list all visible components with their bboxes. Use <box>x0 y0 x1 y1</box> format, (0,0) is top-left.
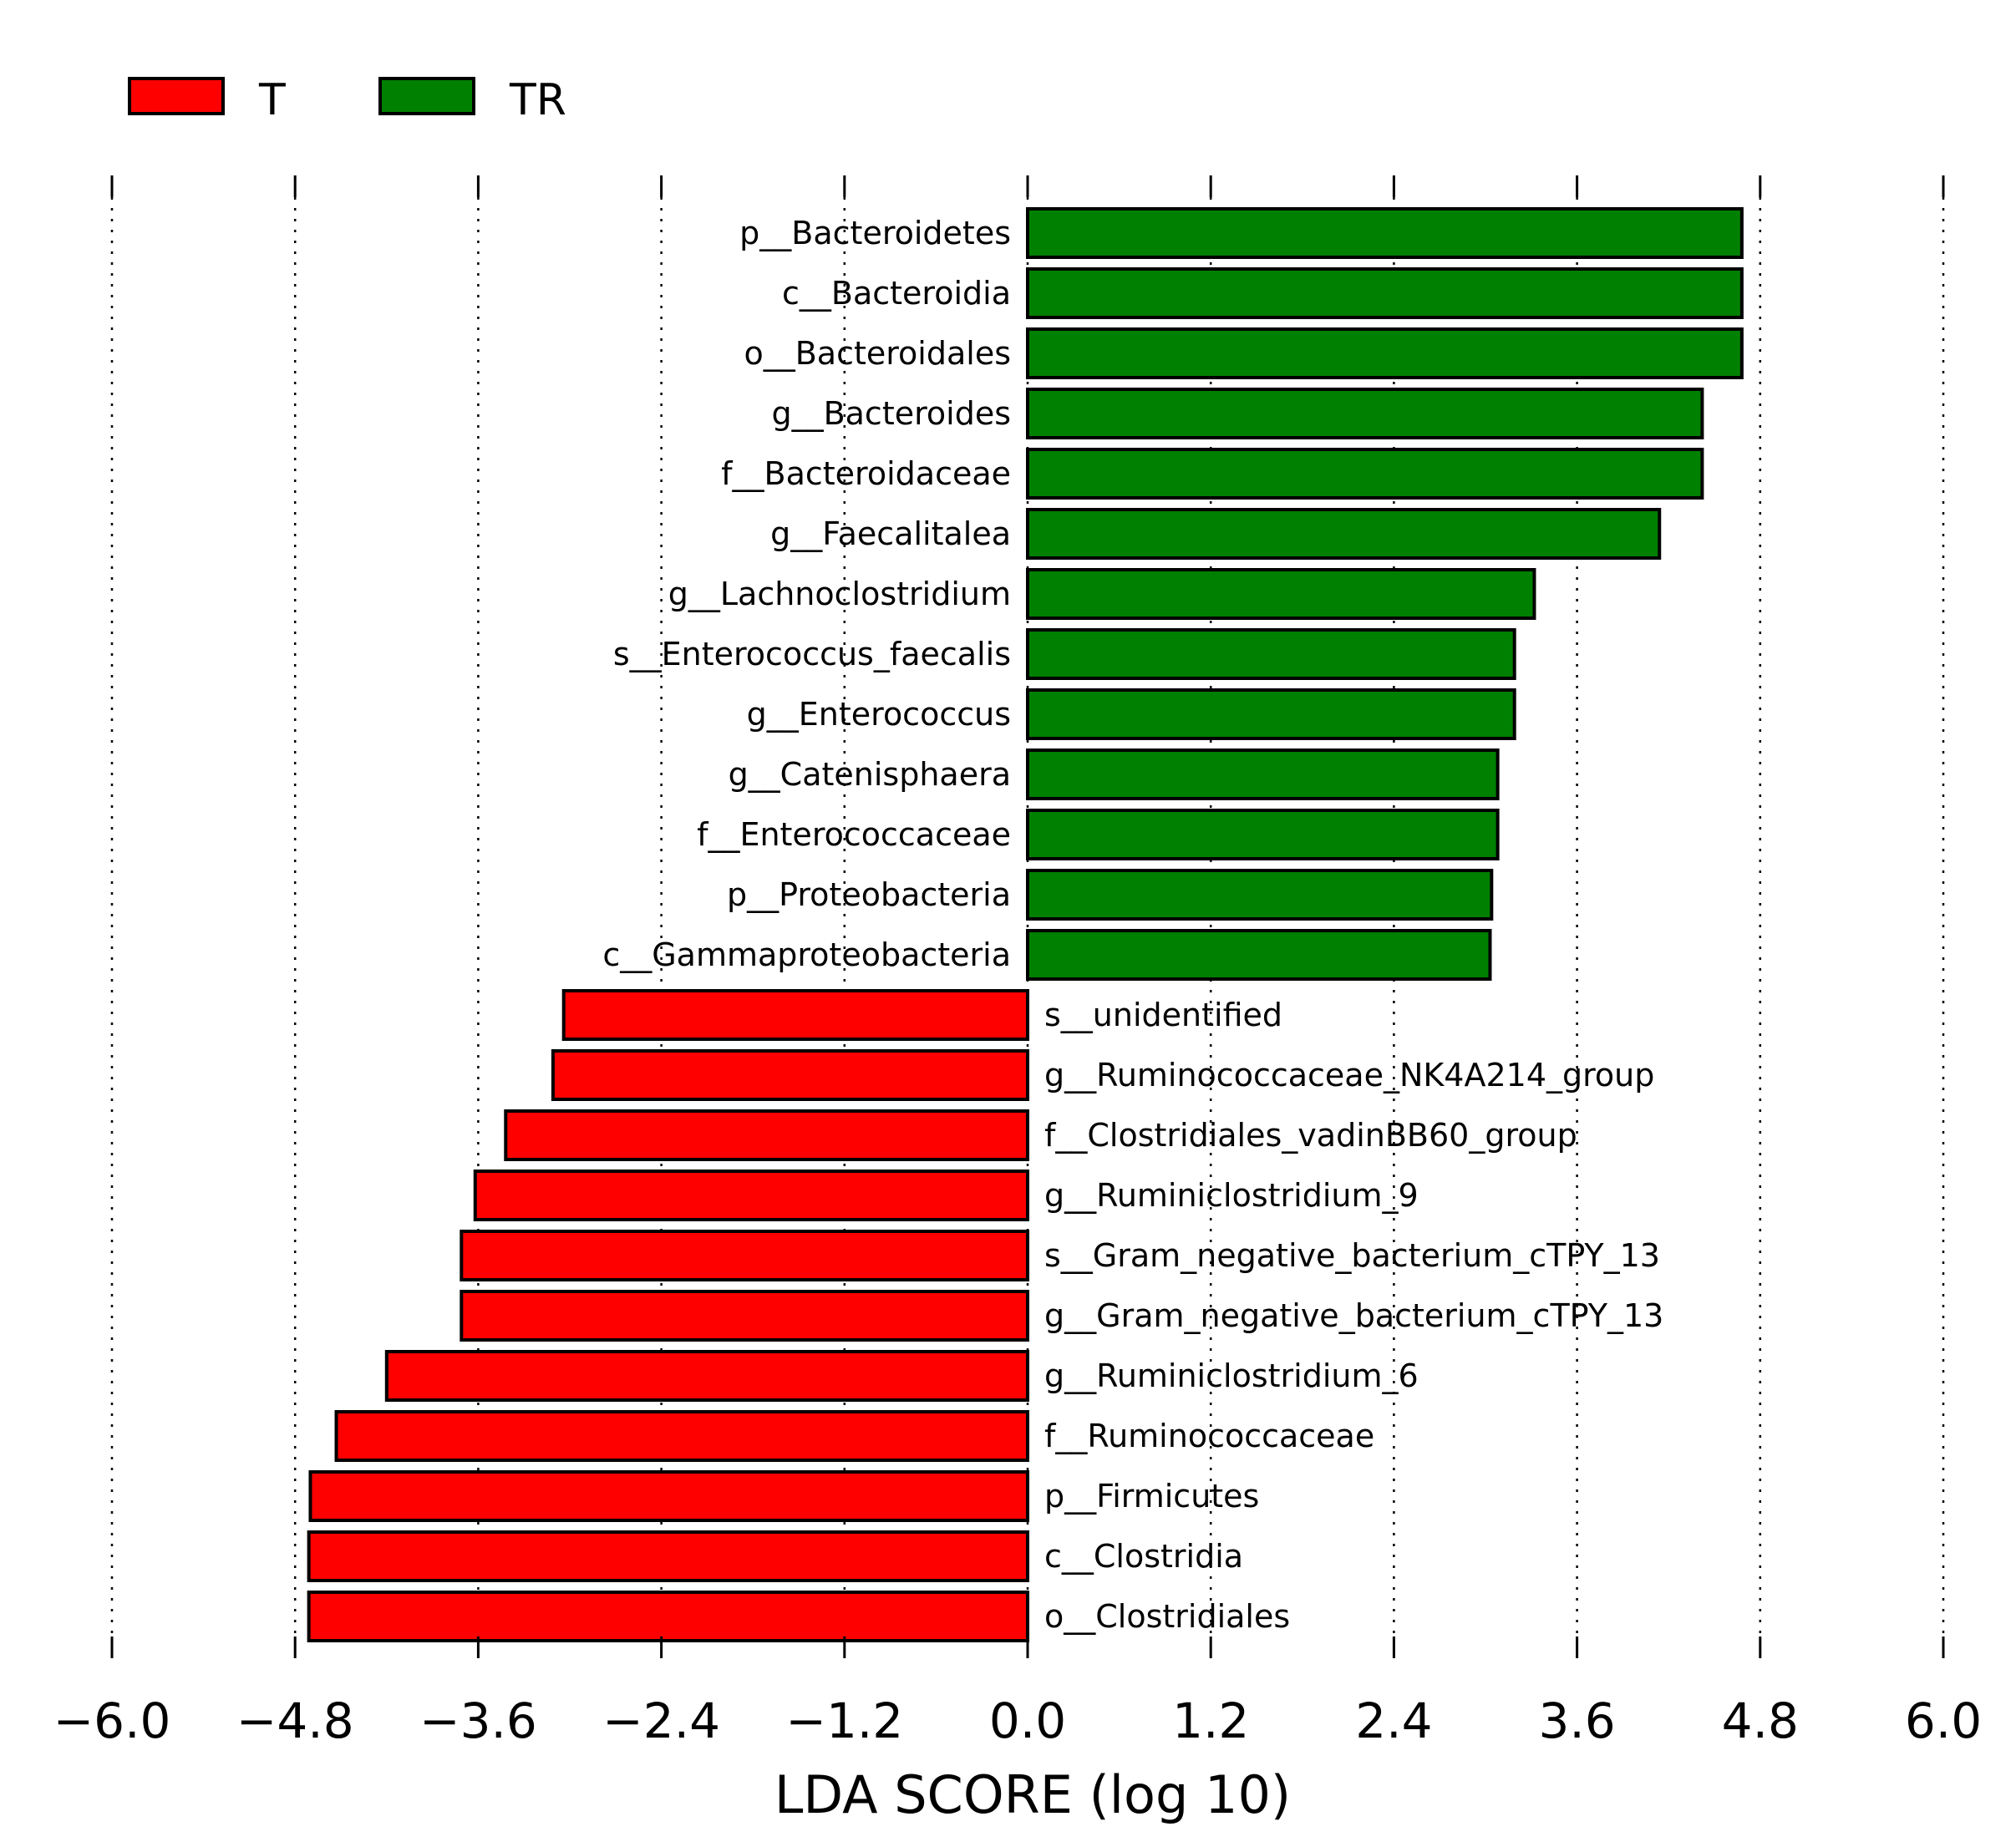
x-tick-label: 4.8 <box>1722 1692 1799 1749</box>
bars <box>307 207 1744 1642</box>
x-tick-label: 1.2 <box>1172 1692 1249 1749</box>
bar-tr <box>1026 388 1704 439</box>
bar-labels: p__Bacteroidetes c__Bacteroidia o__Bactero… <box>602 215 1663 1635</box>
bar-label: f__Bacteroidaceae <box>721 455 1011 492</box>
bar-label: g__Ruminiclostridium_6 <box>1044 1357 1419 1394</box>
x-tick-label: 3.6 <box>1538 1692 1615 1749</box>
bar-tr <box>1026 448 1704 500</box>
x-axis-ticks: −6.0 −4.8 −3.6 −2.4 −1.2 0.0 1.2 2.4 3.6 4.8 6.0 <box>53 175 1982 1749</box>
bar-tr <box>1026 748 1500 800</box>
bar-label: g__Enterococcus <box>747 696 1011 733</box>
bar-t <box>307 1591 1029 1642</box>
bar-tr <box>1026 628 1516 680</box>
bar-tr <box>1026 929 1492 981</box>
bar-tr <box>1026 207 1744 259</box>
x-axis-title: LDA SCORE (log 10) <box>774 1764 1291 1825</box>
legend: T TR <box>128 75 566 125</box>
legend-swatch-tr <box>378 77 475 115</box>
bar-label: p__Firmicutes <box>1044 1478 1259 1515</box>
x-tick-label: −2.4 <box>602 1692 720 1749</box>
bar-tr <box>1026 809 1500 860</box>
bar-tr <box>1026 327 1744 379</box>
bar-label: g__Catenisphaera <box>729 756 1011 793</box>
bar-t <box>473 1170 1029 1221</box>
x-tick-label: −1.2 <box>785 1692 903 1749</box>
bar-label: s__Gram_negative_bacterium_cTPY_13 <box>1044 1237 1660 1274</box>
bar-label: c__Clostridia <box>1044 1538 1243 1575</box>
bar-tr <box>1026 267 1744 319</box>
bar-label: c__Bacteroidia <box>782 275 1011 312</box>
bar-tr <box>1026 869 1494 921</box>
bar-t <box>504 1109 1029 1161</box>
bar-label: g__Bacteroides <box>771 395 1011 432</box>
bar-t <box>308 1470 1029 1522</box>
x-tick-label: 2.4 <box>1355 1692 1432 1749</box>
bar-label: c__Gammaproteobacteria <box>602 936 1011 973</box>
x-tick-label: −4.8 <box>236 1692 354 1749</box>
bar-t <box>460 1230 1029 1281</box>
bar-t <box>460 1290 1029 1342</box>
x-tick-label: −6.0 <box>53 1692 171 1749</box>
legend-swatch-t <box>128 77 225 115</box>
bar-label: g__Faecalitalea <box>770 515 1011 552</box>
bar-label: f__Enterococcaceae <box>697 816 1011 853</box>
bar-t <box>334 1410 1029 1462</box>
x-tick-label: 6.0 <box>1905 1692 1982 1749</box>
bar-label: p__Proteobacteria <box>727 876 1011 913</box>
bar-t <box>384 1350 1029 1402</box>
bar-label: s__unidentified <box>1044 997 1282 1033</box>
bar-label: g__Gram_negative_bacterium_cTPY_13 <box>1044 1297 1663 1334</box>
x-tick-label: −3.6 <box>419 1692 537 1749</box>
legend-label-tr: TR <box>509 75 566 125</box>
bar-tr <box>1026 688 1516 740</box>
bar-label: g__Ruminiclostridium_9 <box>1044 1177 1419 1214</box>
bar-t <box>561 989 1029 1041</box>
x-tick-label: 0.0 <box>989 1692 1066 1749</box>
bar-t <box>307 1530 1029 1582</box>
bar-label: g__Ruminococcaceae_NK4A214_group <box>1044 1057 1654 1093</box>
bar-label: p__Bacteroidetes <box>739 215 1011 251</box>
legend-label-t: T <box>258 75 286 125</box>
bar-label: o__Clostridiales <box>1044 1598 1290 1635</box>
bar-label: f__Ruminococcaceae <box>1044 1418 1374 1454</box>
bar-tr <box>1026 568 1536 620</box>
bar-label: o__Bacteroidales <box>744 335 1011 372</box>
bar-t <box>551 1049 1029 1101</box>
bar-label: g__Lachnoclostridium <box>668 576 1011 612</box>
bar-label: s__Enterococcus_faecalis <box>613 636 1011 672</box>
bar-tr <box>1026 508 1662 560</box>
bar-label: f__Clostridiales_vadinBB60_group <box>1044 1117 1577 1154</box>
